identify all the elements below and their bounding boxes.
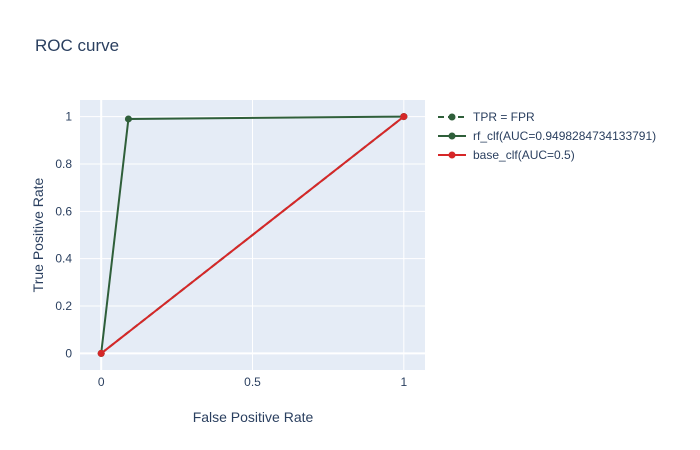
- legend-swatch-marker: [448, 151, 456, 159]
- x-tick-label: 0.5: [244, 375, 261, 389]
- legend-label: base_clf(AUC=0.5): [473, 148, 575, 162]
- data-point: [400, 113, 408, 121]
- y-tick-label: 0.6: [55, 204, 72, 218]
- x-axis-title: False Positive Rate: [193, 409, 314, 425]
- legend-swatch-marker: [448, 132, 456, 140]
- y-tick-label: 0.2: [55, 299, 72, 313]
- y-tick-label: 0.8: [55, 157, 72, 171]
- legend-item[interactable]: rf_clf(AUC=0.9498284734133791): [438, 129, 656, 143]
- series-line: [100, 115, 405, 355]
- y-tick-label: 0.4: [55, 252, 72, 266]
- legend-item[interactable]: TPR = FPR: [438, 110, 535, 124]
- legend: TPR = FPR rf_clf(AUC=0.9498284734133791)b…: [438, 110, 656, 162]
- legend-label: TPR = FPR: [473, 110, 535, 124]
- series-layer: [97, 113, 408, 357]
- y-axis-ticks: 0 0.2 0.4 0.6 0.8 1: [55, 110, 72, 361]
- data-point: [97, 349, 105, 357]
- series-2: [97, 113, 408, 357]
- legend-swatch-marker: [448, 113, 456, 121]
- y-axis-title: True Positive Rate: [30, 177, 46, 292]
- x-tick-label: 0: [98, 375, 105, 389]
- legend-label: rf_clf(AUC=0.9498284734133791): [473, 129, 656, 143]
- data-point: [124, 115, 132, 123]
- y-tick-label: 1: [65, 110, 72, 124]
- x-axis-ticks: 0 0.5 1: [98, 375, 408, 389]
- y-tick-label: 0: [65, 346, 72, 360]
- chart-title: ROC curve: [35, 36, 119, 55]
- x-tick-label: 1: [400, 375, 407, 389]
- legend-item[interactable]: base_clf(AUC=0.5): [438, 148, 575, 162]
